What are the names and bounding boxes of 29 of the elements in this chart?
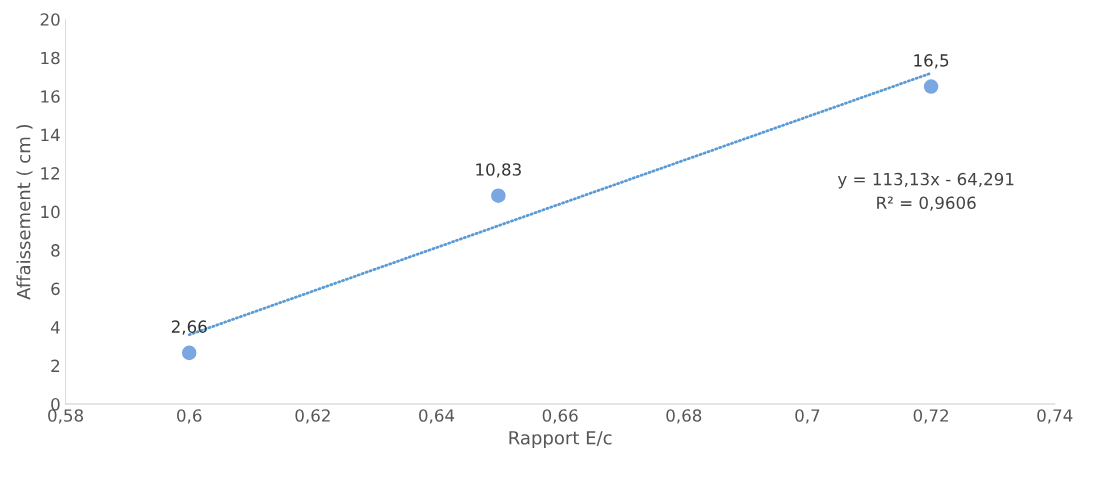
data-label: 10,83 <box>476 163 521 178</box>
y-tick-label: 16 <box>41 90 60 103</box>
x-axis-title: Rapport E/c <box>509 431 612 449</box>
y-tick-label: 20 <box>40 13 60 26</box>
y-tick-label: 0 <box>51 398 60 411</box>
x-tick-label: 0,62 <box>295 409 330 424</box>
y-tick-label: 4 <box>50 321 60 334</box>
data-label: 2,66 <box>171 320 207 335</box>
x-tick-label: 0,74 <box>1037 409 1073 424</box>
y-tick-label: 18 <box>41 51 60 65</box>
y-tick-label: 12 <box>41 167 60 180</box>
x-tick-label: 0,7 <box>795 409 820 424</box>
x-tick-label: 0,64 <box>419 409 455 424</box>
x-tick-label: 0,72 <box>913 409 948 424</box>
y-tick-label: 10 <box>41 205 60 219</box>
y-tick-label: 8 <box>51 244 60 257</box>
annotation: y = 113,13x - 64,291 R² = 0,9606 <box>837 172 1014 211</box>
y-tick-label: 2 <box>51 359 60 372</box>
y-tick-label: 6 <box>51 282 60 296</box>
x-tick-label: 0,68 <box>666 409 702 424</box>
point <box>181 345 197 361</box>
data-label: 16,5 <box>914 54 949 69</box>
point <box>923 79 939 94</box>
point <box>491 188 506 203</box>
y-tick-label: 14 <box>41 128 60 142</box>
x-tick-label: 0,66 <box>542 409 578 424</box>
x-tick-label: 0,58 <box>48 409 83 424</box>
y-axis-title: Affaissement ( cm ) <box>16 124 33 300</box>
x-tick-label: 0,6 <box>177 409 202 424</box>
